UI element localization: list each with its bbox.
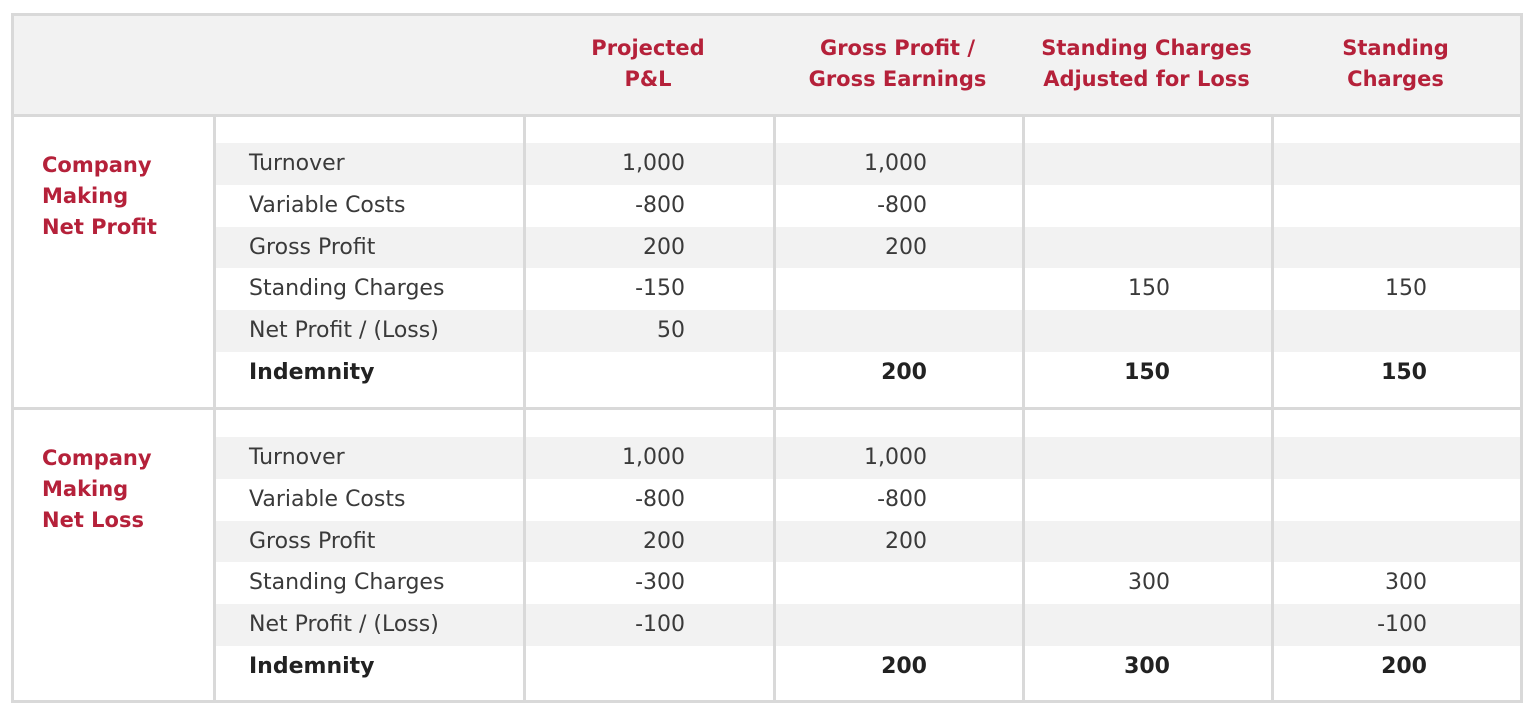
cell-value: -100 [635,612,685,638]
cell-value: 200 [1381,654,1427,679]
cell-value: 300 [1385,570,1427,596]
column-header: Projected [591,36,705,60]
cell-value: 200 [881,654,927,679]
row-label: Turnover [249,445,345,470]
row-stripe [216,226,1520,269]
divider [12,407,1522,410]
section-label: Company [42,446,152,470]
cell-value: 150 [1124,360,1170,385]
section-label: Net Profit [42,215,157,239]
cell-value: -800 [877,486,927,512]
row-label: Net Profit / (Loss) [249,612,439,638]
row-label: Indemnity [249,654,375,679]
cell-value: -300 [635,570,685,596]
row-stripe [216,310,1520,352]
column-divider [1271,115,1274,702]
cell-value: 300 [1128,570,1170,596]
section-label: Company [42,153,152,177]
column-divider [773,115,776,702]
section-label: Net Loss [42,508,144,532]
row-label: Gross Profit [249,528,376,554]
row-stripe [216,520,1520,563]
cell-value: -100 [1377,612,1427,638]
row-label: Gross Profit [249,234,376,260]
cell-value: 150 [1381,360,1427,385]
cell-value: -800 [635,192,685,218]
section-label: Making [42,184,129,208]
column-header: Adjusted for Loss [1043,67,1250,91]
cell-value: 150 [1128,276,1170,302]
header-background [12,14,1522,116]
column-header: Gross Earnings [808,67,987,91]
row-stripe [216,143,1520,185]
cell-value: 200 [885,234,927,260]
row-stripe [216,604,1520,646]
column-header: Standing [1342,36,1449,60]
cell-value: 50 [657,318,685,344]
row-label: Turnover [249,151,345,176]
column-header: Charges [1347,67,1444,91]
column-divider [523,115,526,702]
row-label: Variable Costs [249,486,406,512]
column-divider [1022,115,1025,702]
row-label: Net Profit / (Loss) [249,318,439,344]
cell-value: 200 [643,234,685,260]
column-header: Gross Profit / [819,36,976,60]
column-divider [213,115,216,702]
cell-value: -150 [635,276,685,302]
cell-value: -800 [635,486,685,512]
divider [12,114,1522,117]
cell-value: 1,000 [622,445,685,470]
cell-value: 300 [1124,654,1170,679]
cell-value: 200 [643,528,685,554]
cell-value: -800 [877,192,927,218]
row-label: Variable Costs [249,192,406,218]
cell-value: 200 [881,360,927,385]
cell-value: 1,000 [864,151,927,176]
column-header: P&L [624,67,672,91]
cell-value: 1,000 [622,151,685,176]
row-label: Standing Charges [249,570,445,596]
cell-value: 200 [885,528,927,554]
row-label: Indemnity [249,360,375,385]
cell-value: 1,000 [864,445,927,470]
column-header: Standing Charges [1041,36,1252,60]
cell-value: 150 [1385,276,1427,302]
table-border [11,13,1523,703]
section-label: Making [42,477,129,501]
row-stripe [216,437,1520,479]
row-label: Standing Charges [249,276,445,302]
